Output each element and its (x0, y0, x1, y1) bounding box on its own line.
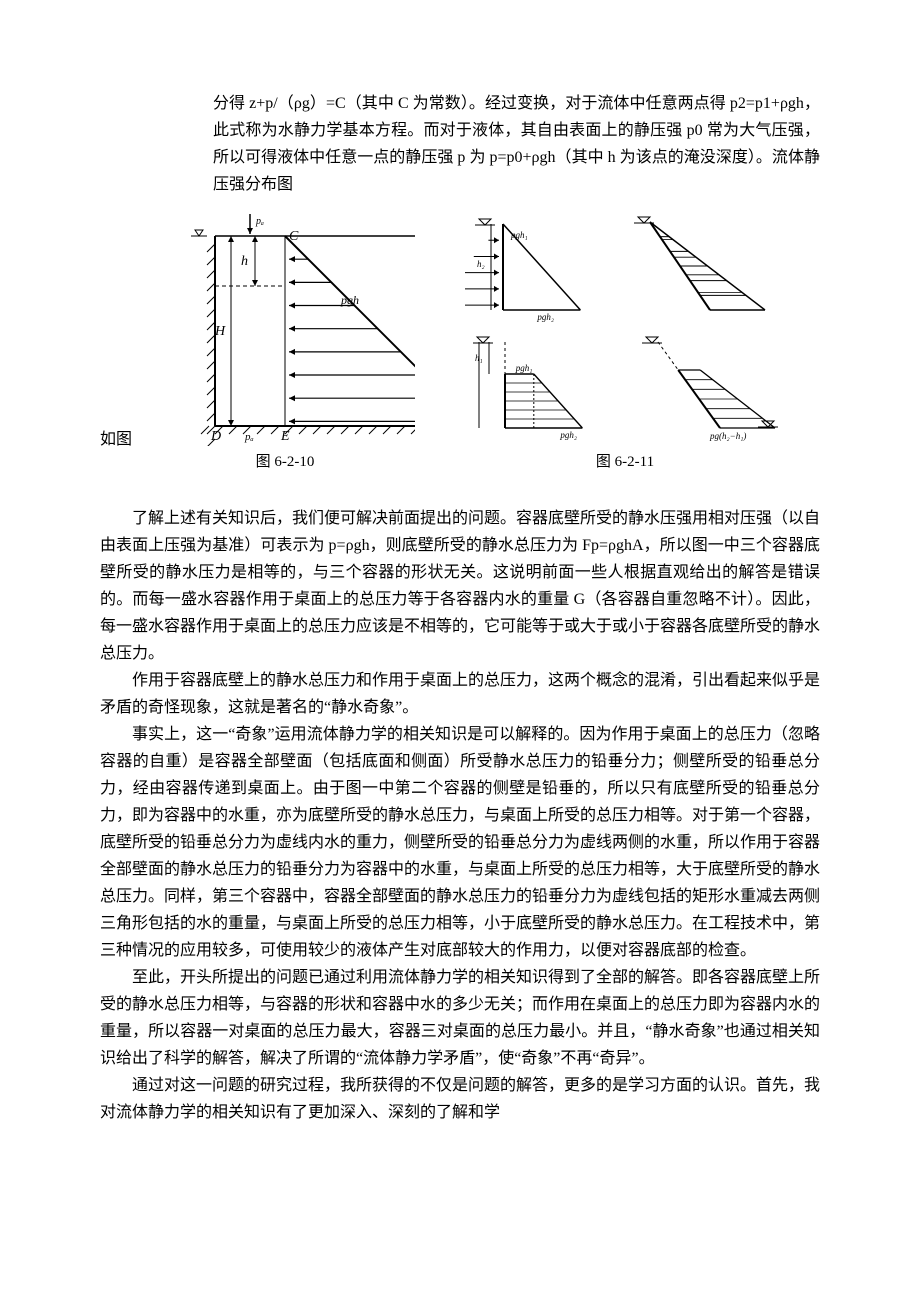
svg-text:h₂: h₂ (477, 259, 485, 269)
figure-6-2-11-caption: 图 6-2-11 (596, 450, 654, 471)
figure-6-2-10-caption: 图 6-2-10 (256, 450, 315, 471)
paragraph-1: 了解上述有关知识后，我们便可解决前面提出的问题。容器底壁所受的静水压强用相对压强… (100, 505, 820, 667)
svg-text:h: h (241, 254, 248, 269)
svg-text:pg(h₂−h₁): pg(h₂−h₁) (709, 431, 746, 441)
svg-text:pₐ: pₐ (255, 216, 264, 227)
svg-text:pgh₂: pgh₂ (559, 430, 577, 440)
svg-text:H: H (214, 324, 226, 339)
svg-text:E: E (280, 429, 290, 444)
figure-row: 如图 pₐCAhHpghpgHDpₐEB 图 6-2-10 h₂pgh₂pgh₁… (100, 206, 820, 471)
figure-6-2-10: pₐCAhHpghpgHDpₐEB 图 6-2-10 (155, 206, 415, 471)
paragraph-4: 至此，开头所提出的问题已通过利用流体静力学的相关知识得到了全部的解答。即各容器底… (100, 964, 820, 1072)
svg-text:pgh₁: pgh₁ (510, 230, 528, 240)
figure-6-2-10-svg: pₐCAhHpghpgHDpₐEB (155, 206, 415, 446)
figure-6-2-11-svg: h₂pgh₂pgh₁h₁pgh₁pgh₂pg(h₂−h₁) (465, 206, 785, 446)
paragraph-5: 通过对这一问题的研究过程，我所获得的不仅是问题的解答，更多的是学习方面的认识。首… (100, 1072, 820, 1126)
figure-6-2-11: h₂pgh₂pgh₁h₁pgh₁pgh₂pg(h₂−h₁) 图 6-2-11 (465, 206, 785, 471)
figure-prefix: 如图 (100, 426, 155, 471)
svg-text:pgh₁: pgh₁ (515, 363, 533, 373)
paragraph-3: 事实上，这一“奇象”运用流体静力学的相关知识是可以解释的。因为作用于桌面上的总压… (100, 721, 820, 964)
hanging-continuation: 分得 z+p/（ρg）=C（其中 C 为常数）。经过变换，对于流体中任意两点得 … (213, 90, 820, 198)
paragraph-2: 作用于容器底壁上的静水总压力和作用于桌面上的总压力，这两个概念的混淆，引出看起来… (100, 667, 820, 721)
svg-text:pgh: pgh (340, 293, 359, 307)
svg-text:pₐ: pₐ (244, 431, 254, 443)
spacer (100, 481, 820, 505)
svg-text:D: D (210, 429, 221, 444)
document-page: 分得 z+p/（ρg）=C（其中 C 为常数）。经过变换，对于流体中任意两点得 … (0, 0, 920, 1186)
svg-text:pgh₂: pgh₂ (536, 312, 554, 322)
